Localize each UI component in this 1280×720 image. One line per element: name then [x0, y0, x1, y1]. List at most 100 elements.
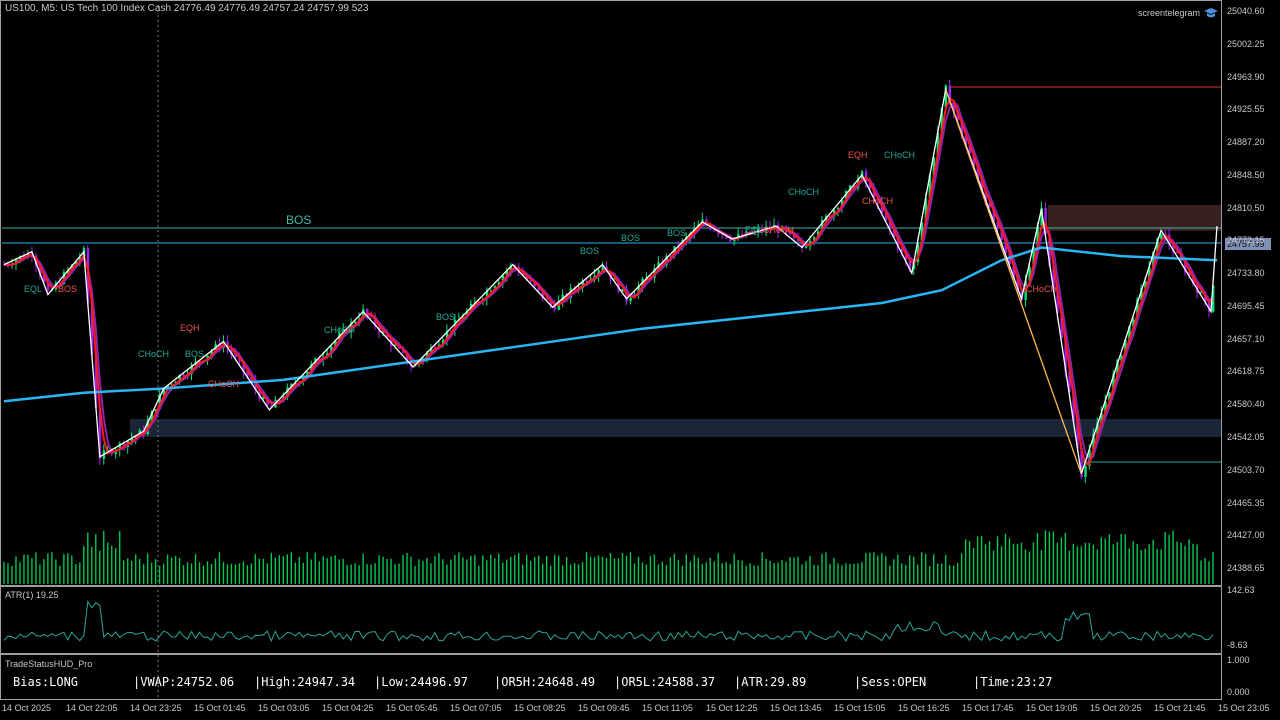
candle-body	[920, 222, 924, 243]
candle-body	[713, 229, 716, 231]
candle-body	[545, 298, 549, 300]
candle-body	[812, 237, 816, 241]
candle-body	[1140, 287, 1143, 300]
price-tick: 24810.50	[1227, 202, 1265, 213]
structure-label: CHoCH	[884, 150, 915, 160]
candle-body	[936, 132, 940, 158]
candle-body	[30, 253, 34, 256]
candle-body	[781, 226, 784, 232]
candle-body	[453, 319, 457, 332]
candle-body	[218, 344, 221, 348]
candle-body	[525, 275, 529, 280]
candle-body	[178, 374, 181, 383]
candle-body	[1160, 233, 1163, 239]
candle-body	[74, 261, 78, 265]
candle-body	[406, 352, 409, 363]
brand-label: screentelegram	[1138, 8, 1201, 18]
candle-body	[992, 206, 995, 222]
candle-body	[1188, 272, 1191, 276]
candle-body	[1072, 391, 1075, 422]
candle-body	[1004, 240, 1007, 254]
price-tick: 24925.55	[1227, 104, 1265, 115]
fast-ma-line	[3, 97, 1214, 466]
candle-body	[932, 157, 936, 175]
time-tick: 14 Oct 2025	[2, 703, 52, 713]
candle-body	[1096, 422, 1099, 434]
price-tick: 24657.10	[1227, 333, 1265, 344]
candle-body	[844, 191, 848, 201]
subpanel-tick: 142.63	[1227, 585, 1255, 595]
candle-body	[617, 278, 620, 292]
hud-indicator-title: TradeStatusHUD_Pro	[5, 659, 93, 669]
candle-body	[190, 364, 193, 374]
candle-body	[433, 347, 437, 349]
supply-zone	[1048, 205, 1221, 231]
candle-body	[130, 438, 134, 442]
hud-field: |OR5L:24588.37	[614, 675, 716, 689]
candle-body	[362, 309, 365, 319]
candle-body	[1028, 267, 1031, 281]
candle-body	[601, 266, 604, 271]
candle-body	[1040, 207, 1043, 226]
structure-label: CHoCH	[862, 196, 893, 206]
candle-body	[318, 358, 321, 360]
candle-body	[797, 238, 800, 242]
candle-body	[46, 282, 50, 291]
candle-body	[637, 286, 640, 295]
atr-panel-frame	[0, 586, 1222, 654]
candle-body	[250, 376, 253, 381]
candle-body	[749, 231, 752, 234]
candle-body	[537, 286, 541, 291]
candle-body	[425, 352, 429, 359]
candle-body	[1124, 339, 1127, 356]
subpanel-tick: 1.000	[1227, 655, 1250, 665]
candle-body	[980, 179, 983, 191]
candle-body	[669, 255, 672, 257]
structure-label: CHoCH	[138, 349, 169, 359]
candle-body	[210, 351, 213, 356]
candle-body	[230, 347, 233, 355]
time-tick: 15 Oct 03:05	[258, 703, 310, 713]
candle-body	[489, 290, 493, 292]
candle-body	[1092, 433, 1095, 450]
candle-body	[70, 264, 74, 270]
hud-field: Bias:LONG	[13, 675, 79, 689]
candle-body	[441, 339, 445, 345]
hud-field: |Sess:OPEN	[854, 675, 927, 689]
structure-labels-layer: EQL BOS EQH CHoCH BOS CHoCH CHoCH BOS BOS BOS BOS C…	[24, 150, 1057, 389]
candle-body	[872, 188, 876, 202]
candle-body	[429, 347, 433, 353]
price-tick: 24427.00	[1227, 530, 1265, 541]
candle-body	[737, 234, 740, 239]
price-tick: 24542.05	[1227, 431, 1265, 442]
candle-body	[1108, 392, 1111, 402]
demand-zone	[130, 419, 1221, 437]
candle-body	[896, 237, 900, 249]
structure-label: CHoCH	[1026, 284, 1057, 294]
candle-body	[952, 104, 956, 112]
candle-body	[1036, 225, 1039, 248]
hud-field: |Time:23:27	[973, 675, 1053, 689]
candle-body	[330, 346, 333, 354]
structure-label: CHoCH	[208, 379, 239, 389]
candle-body	[42, 275, 46, 283]
candle-body	[996, 221, 999, 229]
candle-body	[553, 305, 557, 310]
candle-body	[876, 201, 880, 203]
candle-body	[505, 271, 509, 276]
candle-body	[1064, 338, 1067, 372]
structure-label: BOS	[580, 246, 599, 256]
candle-body	[1164, 233, 1167, 235]
candle-body	[1200, 291, 1203, 294]
candle-body	[1156, 238, 1159, 252]
moving-averages-layer	[3, 97, 1218, 466]
structure-label: BOS	[667, 228, 686, 238]
structure-label: EQL	[745, 225, 763, 235]
time-tick: 15 Oct 09:45	[578, 703, 630, 713]
candle-body	[984, 190, 987, 204]
atr-line-layer	[3, 600, 1214, 643]
structure-label: BOS	[436, 312, 455, 322]
candle-body	[501, 275, 505, 283]
candle-body	[836, 208, 840, 210]
